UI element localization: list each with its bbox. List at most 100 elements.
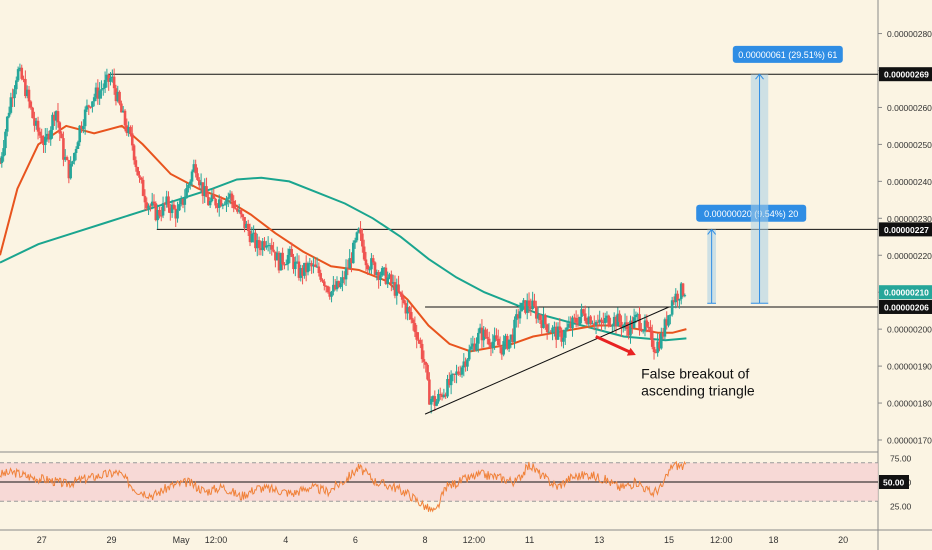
candle-body [277,252,281,271]
candle-body [442,394,446,398]
candle-body [661,333,665,337]
candle-body [357,228,361,233]
candle-body [134,160,138,168]
candle-body [419,339,422,344]
candle-body [600,319,603,322]
candle-body [444,394,447,397]
candle-body [643,320,647,331]
candle-body [591,323,594,325]
candle-body [203,186,207,197]
candle-body [462,361,466,368]
time-tick-label: 12:00 [710,535,733,545]
candle-body [317,266,321,274]
candle-body [219,199,223,207]
candle-body [143,195,147,203]
candle-body [205,186,208,198]
time-tick-label: 13 [594,535,604,545]
candle-body [221,204,225,207]
candle-body [580,309,583,317]
candle-body [53,114,56,121]
triangle-support-line[interactable] [424,306,670,415]
candle-body [337,281,341,287]
price-tick-label: 0.00000260 [887,103,932,113]
candle-body [674,293,678,303]
candle-body [76,142,80,149]
candle-body [380,268,384,276]
candle-body [5,116,9,132]
candle-body [154,203,158,221]
rsi-pane [0,460,878,513]
candle-body [672,300,676,303]
candle-body [582,309,585,314]
candle-body [87,105,91,107]
candle-body [51,114,54,130]
drawings[interactable]: 0.00000020 (9.54%) 200.00000061 (29.51%)… [424,45,843,415]
candle-body [373,262,377,275]
candle-body [565,327,569,330]
candle-body [274,251,277,261]
price-tick-label: 0.00000280 [887,29,932,39]
candle-body [112,76,116,89]
candle-body [294,261,297,270]
candle-body [136,167,139,176]
candle-body [659,333,663,349]
rsi-current-box[interactable] [879,475,909,489]
candle-body [165,196,168,205]
price-axis[interactable]: 0.00000170 0.00000180 0.00000190 0.00000200… [878,29,932,512]
candle-body [310,263,313,267]
candle-body [105,74,109,80]
candle-body [232,200,236,209]
price-tick-label: 0.00000230 [887,214,932,224]
candle-body [395,284,399,296]
current-price-tag-box[interactable] [879,285,932,300]
candle-body [71,161,74,164]
candle-body [15,80,18,90]
candle-body [574,317,578,323]
candle-body [505,335,509,349]
candle-body [150,201,154,206]
candle-body [629,320,632,336]
candle-body [234,208,237,210]
candle-body [554,326,558,340]
candle-body [513,319,516,343]
candle-body [583,313,587,321]
candle-body [261,241,265,251]
candle-body [308,263,312,265]
level-price-tag-box[interactable] [879,299,932,314]
candle-body [0,162,2,164]
candle-body [199,182,203,186]
candle-body [458,373,462,375]
candle-body [469,346,473,350]
candle-body [446,378,449,397]
candle-body [315,266,319,268]
level-price-tag-box[interactable] [879,222,932,237]
level-price-tag-box[interactable] [879,67,932,82]
candle-body [283,264,286,266]
candle-body [335,281,339,290]
candle-body [226,197,230,199]
candle-body [197,179,201,186]
candle-body [62,138,65,160]
candle-body [230,193,234,201]
candle-body [516,314,520,319]
candle-body [80,125,83,129]
candle-body [382,267,386,269]
candle-body [22,78,25,80]
candle-body [487,338,491,345]
candle-body [495,335,498,339]
candle-body [614,316,618,327]
candle-body [185,188,188,199]
candle-body [346,267,350,269]
time-axis[interactable]: 27 29 May 12:00 4 6 8 12:00 11 13 15 12:00 18 20 [37,535,848,545]
candle-body [158,209,161,216]
candle-body [188,181,192,185]
candle-body [520,302,524,312]
candle-body [91,101,94,107]
candle-body [290,249,293,257]
candle-body [114,88,118,102]
candle-body [27,89,31,102]
candle-body [172,204,176,209]
candle-body [545,324,549,333]
